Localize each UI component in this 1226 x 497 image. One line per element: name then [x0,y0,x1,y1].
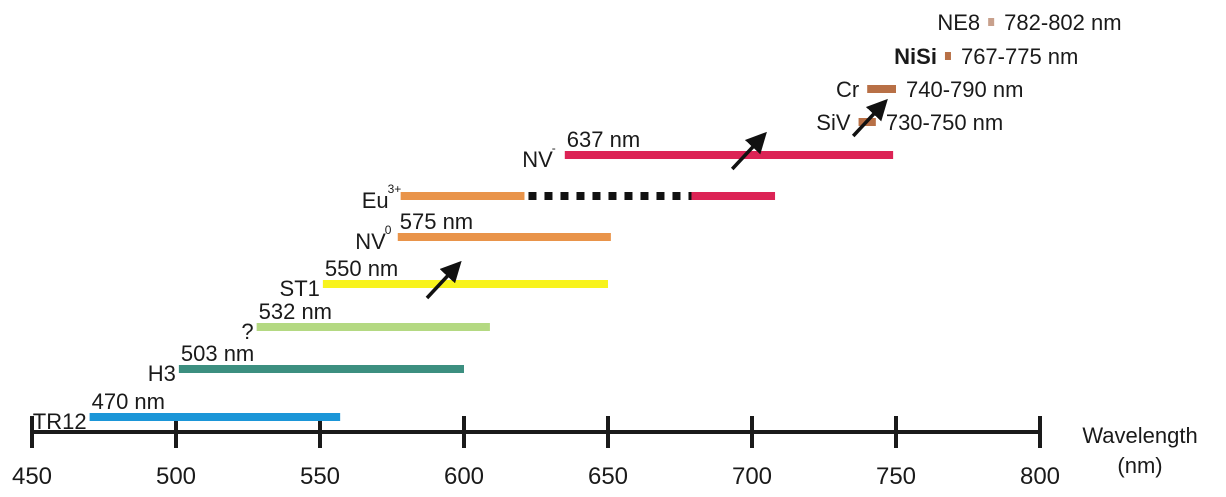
center-name-unknown: ? [241,319,253,344]
center-name-h3: H3 [148,361,176,386]
center-name-cr: Cr [836,77,859,102]
center-range-nisi: 767-775 nm [961,44,1078,69]
arrow-st1 [425,260,462,300]
center-name-nv0: NV [355,229,386,254]
arrow-siv [851,98,888,138]
center-range-ne8: 782-802 nm [1004,10,1121,35]
x-axis: 450 500 550 600 650 700 750 800 Wavelength (nm) [12,416,1198,490]
center-name-nvm: NV [522,147,553,172]
x-tick-label: 750 [876,463,916,490]
center-superscript-eu3: 3+ [388,182,402,196]
center-name-st1: ST1 [280,276,320,301]
center-wavelength-unknown: 532 nm [259,299,332,324]
center-range-siv: 730-750 nm [886,110,1003,135]
x-tick-label: 650 [588,463,628,490]
center-wavelength-st1: 550 nm [325,256,398,281]
x-tick-label: 700 [732,463,772,490]
center-name-tr12: TR12 [33,409,87,434]
center-wavelength-tr12: 470 nm [92,389,165,414]
arrow-nvm [730,131,767,171]
center-name-siv: SiV [816,110,851,135]
x-tick-label: 500 [156,463,196,490]
center-wavelength-nv0: 575 nm [400,209,473,234]
x-axis-title: Wavelength [1082,423,1197,448]
center-name-ne8: NE8 [937,10,980,35]
emission-bars [89,18,995,421]
x-tick-label: 800 [1020,463,1060,490]
center-superscript-nv0: 0 [385,223,392,237]
center-superscript-nvm: - [552,141,556,155]
x-tick-label: 550 [300,463,340,490]
x-tick-label: 600 [444,463,484,490]
x-tick-label: 450 [12,463,52,490]
center-name-eu3: Eu [362,188,389,213]
center-range-cr: 740-790 nm [906,77,1023,102]
arrows [425,98,888,300]
center-wavelength-h3: 503 nm [181,341,254,366]
center-wavelength-nvm: 637 nm [567,127,640,152]
x-axis-title: (nm) [1117,453,1162,478]
center-name-nisi: NiSi [894,44,937,69]
